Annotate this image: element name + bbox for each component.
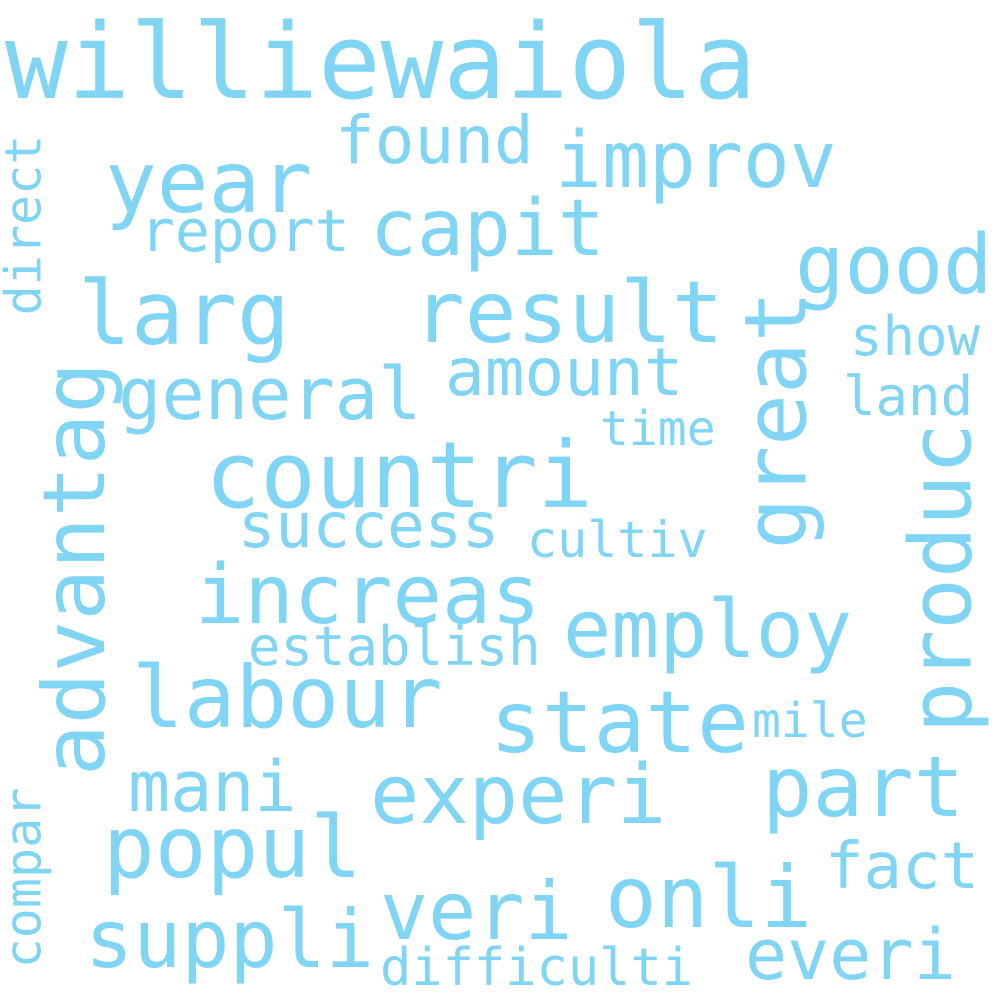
word-fact: fact <box>825 830 980 904</box>
word-produc: produc <box>891 422 992 734</box>
word-employ: employ <box>563 583 852 676</box>
word-report: report <box>140 197 350 265</box>
word-establish: establish <box>248 615 541 678</box>
word-suppli: suppli <box>85 893 374 986</box>
word-mani: mani <box>128 746 297 828</box>
word-labour: labour <box>132 648 443 748</box>
word-general: general <box>118 352 422 436</box>
word-larg: larg <box>78 262 290 365</box>
word-popul: popul <box>103 798 362 898</box>
word-experi: experi <box>370 748 667 843</box>
word-great: great <box>726 290 827 550</box>
word-improv: improv <box>555 116 837 206</box>
word-increas: increas <box>195 548 541 643</box>
word-everi: everi <box>745 914 956 996</box>
word-good: good <box>795 218 993 313</box>
word-countri: countri <box>205 422 593 529</box>
word-state: state <box>490 673 749 773</box>
word-found: found <box>335 102 534 179</box>
word-difficulti: difficulti <box>380 938 694 998</box>
word-advantag: advantag <box>25 361 126 777</box>
word-onli: onli <box>605 848 813 948</box>
word-veri: veri <box>380 865 573 958</box>
word-amount: amount <box>445 334 684 411</box>
word-show: show <box>850 305 981 368</box>
word-williewaiola: williewaiola <box>5 1 757 123</box>
word-year: year <box>105 133 313 233</box>
word-mile: mile <box>752 693 868 749</box>
word-cultiv: cultiv <box>527 511 708 569</box>
word-direct: direct <box>0 134 53 316</box>
word-time: time <box>600 401 716 457</box>
word-part: part <box>762 738 965 836</box>
word-compar: compar <box>0 787 53 969</box>
word-capit: capit <box>370 184 605 274</box>
word-land: land <box>843 365 974 428</box>
word-result: result <box>413 263 724 363</box>
word-success: success <box>238 489 500 562</box>
